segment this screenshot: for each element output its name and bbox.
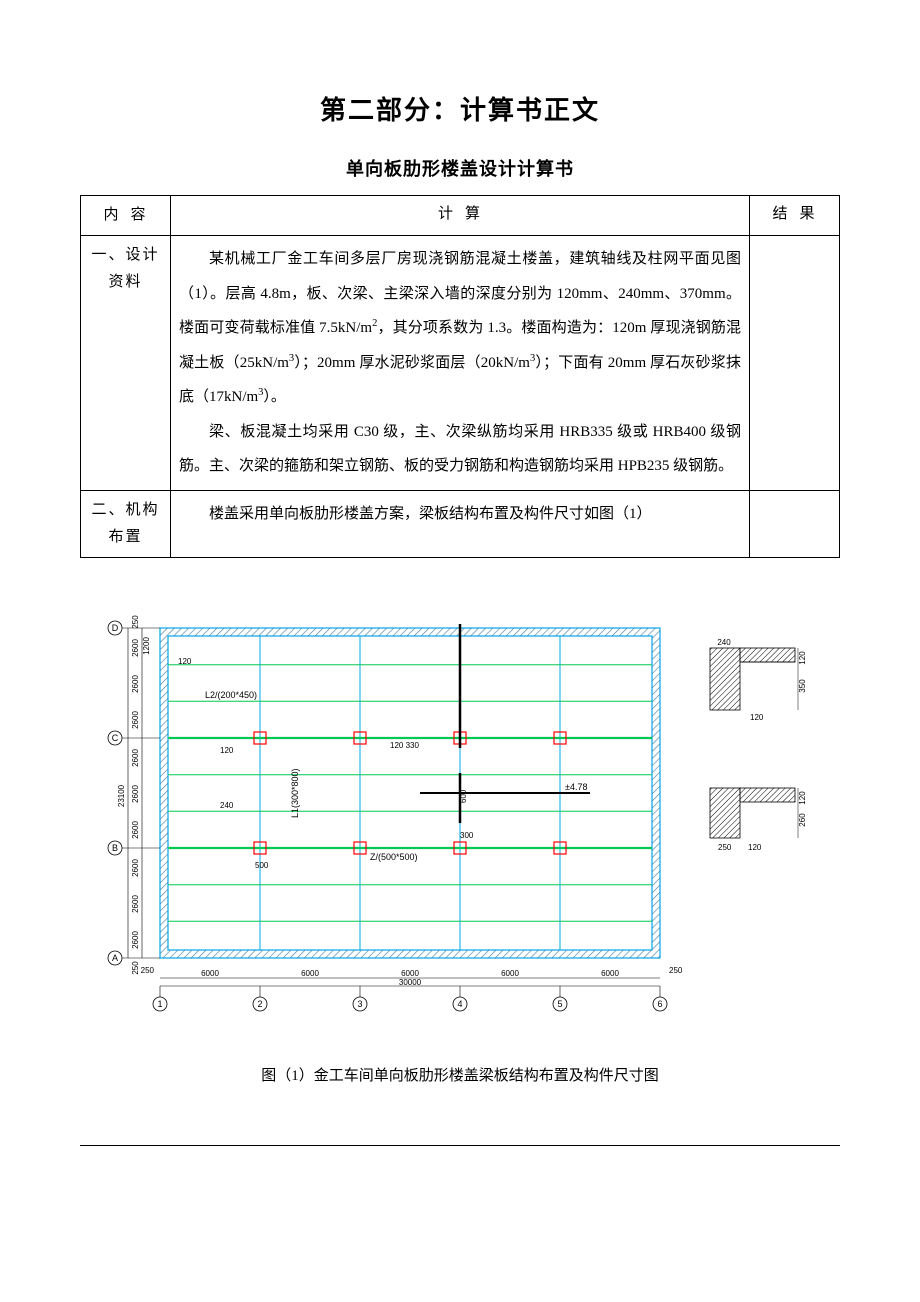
svg-text:23100: 23100 [117,784,126,807]
svg-text:2600: 2600 [131,784,140,802]
svg-text:±4.78: ±4.78 [565,782,587,792]
svg-text:300: 300 [460,831,474,840]
svg-text:5: 5 [557,999,562,1009]
svg-text:1200: 1200 [142,636,151,654]
svg-text:260: 260 [798,812,807,826]
table-row: 二、机构布置 楼盖采用单向板肋形楼盖方案，梁板结构布置及构件尺寸如图（1） [81,490,840,557]
svg-text:6000: 6000 [201,969,219,978]
svg-text:2600: 2600 [131,638,140,656]
footer-rule [80,1145,840,1146]
svg-text:Z/(500*500): Z/(500*500) [370,852,418,862]
svg-text:2600: 2600 [131,674,140,692]
svg-text:2600: 2600 [131,858,140,876]
row-label: 二、机构布置 [81,490,171,557]
svg-text:120: 120 [748,843,762,852]
svg-text:250: 250 [131,614,140,628]
svg-text:L2/(200*450): L2/(200*450) [205,690,257,700]
svg-text:6: 6 [657,999,662,1009]
row-body: 某机械工厂金工车间多层厂房现浇钢筋混凝土楼盖，建筑轴线及柱网平面见图（1）。层高… [171,236,750,491]
svg-text:2600: 2600 [131,930,140,948]
header-mid: 计算 [171,196,750,236]
svg-text:4: 4 [457,999,462,1009]
svg-text:3: 3 [357,999,362,1009]
svg-text:A: A [112,953,118,963]
svg-text:350: 350 [798,678,807,692]
svg-text:120: 120 [798,790,807,804]
svg-text:2600: 2600 [131,894,140,912]
row-result [750,490,840,557]
svg-text:C: C [112,733,119,743]
figure-wrapper: L2/(200*450) L1(300*800) Z/(500*500) ±4.… [80,608,840,1085]
svg-text:2: 2 [257,999,262,1009]
svg-text:600: 600 [459,789,468,803]
svg-text:250: 250 [141,966,155,975]
svg-text:1: 1 [157,999,162,1009]
svg-text:250: 250 [718,843,732,852]
svg-text:120: 120 [220,746,234,755]
sub-title: 单向板肋形楼盖设计计算书 [80,155,840,181]
svg-text:240: 240 [717,638,731,647]
svg-text:250: 250 [131,960,140,974]
calc-table: 内容 计算 结果 一、设计资料 某机械工厂金工车间多层厂房现浇钢筋混凝土楼盖，建… [80,195,840,558]
svg-text:120: 120 [798,650,807,664]
header-right: 结果 [750,196,840,236]
main-title: 第二部分：计算书正文 [80,90,840,127]
svg-text:6000: 6000 [501,969,519,978]
row-result [750,236,840,491]
svg-text:240: 240 [220,801,234,810]
figure-caption: 图（1）金工车间单向板肋形楼盖梁板结构布置及构件尺寸图 [80,1064,840,1085]
svg-text:120 330: 120 330 [390,741,419,750]
plan-diagram: L2/(200*450) L1(300*800) Z/(500*500) ±4.… [90,608,830,1028]
svg-text:B: B [112,843,118,853]
row-label: 一、设计资料 [81,236,171,491]
svg-text:6000: 6000 [601,969,619,978]
header-left: 内容 [81,196,171,236]
svg-text:6000: 6000 [401,969,419,978]
row-body: 楼盖采用单向板肋形楼盖方案，梁板结构布置及构件尺寸如图（1） [171,490,750,557]
svg-text:250: 250 [669,966,683,975]
svg-text:2600: 2600 [131,748,140,766]
svg-text:120: 120 [178,657,192,666]
svg-text:500: 500 [255,861,269,870]
table-row: 一、设计资料 某机械工厂金工车间多层厂房现浇钢筋混凝土楼盖，建筑轴线及柱网平面见… [81,236,840,491]
svg-text:D: D [112,623,119,633]
svg-text:6000: 6000 [301,969,319,978]
svg-text:L1(300*800): L1(300*800) [290,768,300,818]
svg-text:30000: 30000 [399,978,422,987]
svg-text:2600: 2600 [131,710,140,728]
svg-text:2600: 2600 [131,820,140,838]
svg-text:120: 120 [750,713,764,722]
